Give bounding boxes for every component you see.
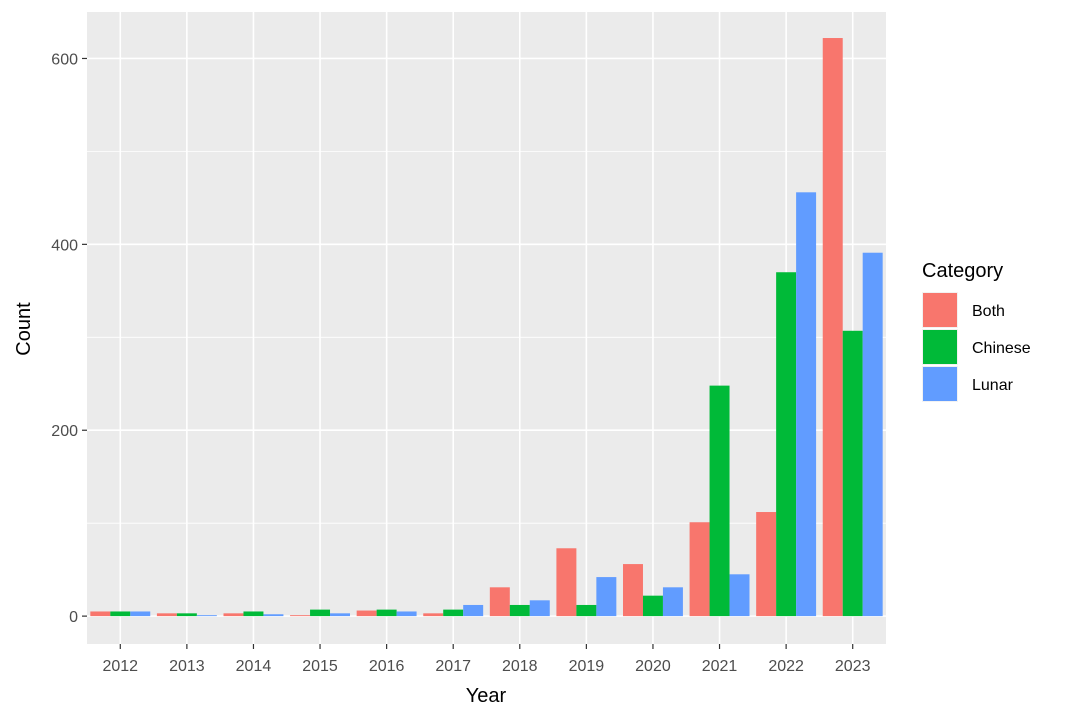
y-axis: 0 200 400 600 xyxy=(51,51,87,626)
bar-both-2018 xyxy=(489,587,510,617)
x-tick-label: 2014 xyxy=(236,658,272,675)
bar-both-2012 xyxy=(90,611,111,617)
x-tick-label: 2019 xyxy=(569,658,605,675)
bar-chinese-2017 xyxy=(443,609,464,617)
x-tick-label: 2013 xyxy=(169,658,205,675)
bar-lunar-2017 xyxy=(463,604,484,617)
bars xyxy=(90,38,883,617)
bar-chinese-2020 xyxy=(642,595,663,617)
bar-lunar-2014 xyxy=(263,614,284,617)
x-tick-label: 2017 xyxy=(435,658,471,675)
bar-both-2017 xyxy=(423,613,444,617)
bar-lunar-2015 xyxy=(330,613,351,617)
y-axis-title: Count xyxy=(13,302,35,356)
bar-chinese-2018 xyxy=(509,604,530,617)
x-axis-title: Year xyxy=(466,685,507,707)
bar-lunar-2020 xyxy=(662,587,683,617)
legend-label-both: Both xyxy=(972,303,1005,320)
bar-chinese-2016 xyxy=(376,609,397,617)
bar-chinese-2023 xyxy=(842,330,863,617)
bar-both-2021 xyxy=(689,522,710,617)
bar-both-2020 xyxy=(622,564,643,617)
bar-chinese-2012 xyxy=(110,611,131,617)
bar-lunar-2022 xyxy=(796,192,817,617)
y-tick-label: 600 xyxy=(51,51,78,68)
x-axis: 2012 2013 2014 2015 2016 2017 2018 2019 2020 2021… xyxy=(102,644,871,675)
x-tick-label: 2015 xyxy=(302,658,338,675)
bar-chinese-2022 xyxy=(776,272,797,617)
bar-lunar-2013 xyxy=(196,615,217,617)
x-tick-label: 2016 xyxy=(369,658,405,675)
y-tick-label: 400 xyxy=(51,237,78,254)
bar-both-2022 xyxy=(756,512,777,617)
panel-background xyxy=(87,12,886,644)
y-tick-label: 200 xyxy=(51,423,78,440)
x-tick-label: 2020 xyxy=(635,658,671,675)
x-tick-label: 2022 xyxy=(768,658,804,675)
bar-lunar-2018 xyxy=(529,600,550,617)
bar-both-2014 xyxy=(223,613,244,617)
bar-chinese-2019 xyxy=(576,604,597,617)
bar-chinese-2014 xyxy=(243,611,264,617)
bar-both-2015 xyxy=(290,615,311,617)
legend-title: Category xyxy=(922,260,1003,282)
bar-lunar-2023 xyxy=(862,252,883,617)
bar-lunar-2012 xyxy=(130,611,151,617)
bar-chinese-2015 xyxy=(310,609,331,617)
bar-lunar-2019 xyxy=(596,577,617,617)
x-tick-label: 2012 xyxy=(102,658,138,675)
legend: Category Both Chinese Lunar xyxy=(922,260,1031,402)
bar-both-2013 xyxy=(156,613,177,617)
bar-lunar-2016 xyxy=(396,611,417,617)
bar-both-2019 xyxy=(556,548,577,617)
y-tick-label: 0 xyxy=(69,609,78,626)
bar-both-2023 xyxy=(822,38,843,617)
bar-chinese-2021 xyxy=(709,385,730,617)
legend-key-lunar xyxy=(923,367,957,401)
legend-label-chinese: Chinese xyxy=(972,340,1031,357)
legend-key-chinese xyxy=(923,330,957,364)
x-tick-label: 2018 xyxy=(502,658,538,675)
legend-key-both xyxy=(923,293,957,327)
bar-chinese-2013 xyxy=(176,613,197,617)
bar-both-2016 xyxy=(356,610,377,617)
x-tick-label: 2021 xyxy=(702,658,738,675)
legend-label-lunar: Lunar xyxy=(972,377,1014,394)
bar-lunar-2021 xyxy=(729,574,750,617)
x-tick-label: 2023 xyxy=(835,658,871,675)
